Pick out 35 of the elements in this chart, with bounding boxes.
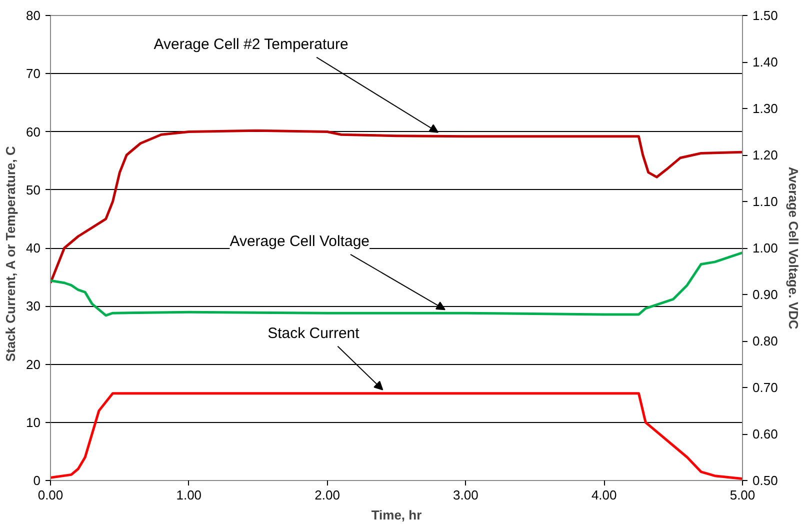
line-series (50, 392, 742, 480)
y-tick-label: 70 (26, 66, 41, 82)
line-series (50, 251, 742, 317)
y-tick-label: 10 (26, 414, 41, 430)
y2-tick-label: 1.30 (752, 101, 778, 116)
annotation: Average Cell Voltage (230, 233, 370, 250)
line-series (50, 129, 742, 284)
y2-axis-title: Average Cell Voltage. VDC (786, 166, 801, 330)
y2-tick-label: 0.70 (752, 380, 778, 395)
y2-tick-label: 1.10 (752, 194, 778, 209)
y-tick-label: 20 (26, 356, 41, 372)
y2-tick-label: 0.60 (752, 426, 778, 442)
y2-tick-label: 1.00 (752, 240, 778, 256)
x-tick-label: 2.00 (314, 488, 340, 502)
y2-tick-label: 0.80 (752, 334, 778, 348)
y2-tick-label: 1.20 (752, 148, 778, 162)
x-tick-label: 3.00 (453, 488, 478, 502)
y2-tick-label: 1.40 (752, 54, 778, 70)
x-tick-label: 5.00 (730, 488, 756, 502)
y2-tick-label: 0.90 (752, 287, 778, 302)
annotation: Average Cell #2 Temperature (154, 36, 348, 54)
y-axis-title: Stack Current, A or Temperature, C (3, 146, 18, 362)
y2-tick-label: 0.50 (752, 473, 778, 488)
y-tick-label: 40 (26, 240, 41, 256)
x-tick-label: 1.00 (176, 488, 202, 502)
y-tick-label: 50 (26, 182, 41, 198)
y2-tick-label: 1.50 (752, 8, 778, 23)
y-tick-label: 30 (26, 298, 41, 314)
y-tick-label: 0 (33, 473, 41, 488)
annotation: Stack Current (268, 324, 360, 342)
y-tick-label: 60 (26, 124, 41, 140)
y-tick-label: 80 (26, 8, 41, 23)
x-axis-title: Time, hr (371, 508, 422, 522)
x-tick-label: 4.00 (591, 488, 617, 502)
x-tick-label: 0.00 (38, 488, 64, 502)
